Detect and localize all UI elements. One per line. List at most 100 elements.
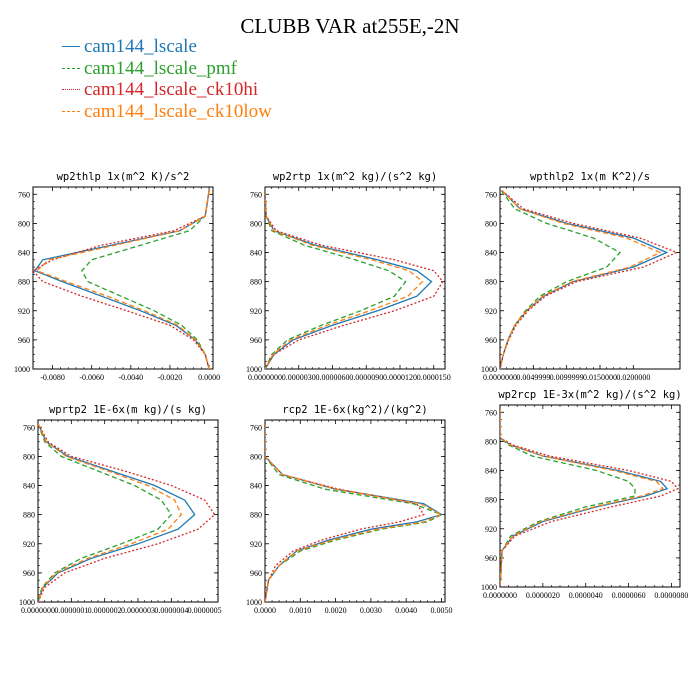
x-tick-label: 0.0000000: [483, 373, 517, 382]
x-tick-label: 0.0000060: [316, 373, 350, 382]
series-line-cam144-lscale-pmf: [265, 190, 407, 369]
series-line-cam144-lscale-pmf: [38, 423, 173, 602]
x-tick-label: 0.0150000: [583, 373, 617, 382]
x-tick-label: 0.0030: [360, 606, 382, 615]
x-tick-label: 0.0000003: [121, 606, 155, 615]
y-tick-label: 1000: [14, 365, 30, 374]
chart-panel: wp2thlp 1x(m^2 K)/s^2 760 800 840 880 920 960 1…: [14, 171, 220, 382]
y-tick-label: 800: [18, 219, 30, 228]
y-tick-label: 840: [250, 482, 262, 491]
series-line-cam144-lscale: [265, 423, 444, 602]
y-tick-label: 1000: [246, 365, 262, 374]
legend-item-cam144-lscale: cam144_lscale: [62, 36, 272, 58]
legend-swatch: [62, 46, 80, 48]
y-tick-label: 880: [250, 278, 262, 287]
chart-panel: wp2rtp 1x(m^2 kg)/(s^2 kg) 760 800 840 880 92…: [246, 171, 451, 382]
plot-frame: [499, 404, 681, 588]
x-tick-label: 0.0000020: [526, 591, 560, 600]
x-tick-label: 0.0000: [198, 373, 220, 382]
y-tick-label: 760: [250, 190, 262, 199]
x-tick-label: 0.0040: [395, 606, 417, 615]
y-tick-label: 760: [485, 190, 497, 199]
legend-item-cam144-lscale-ck10low: cam144_lscale_ck10low: [62, 101, 272, 123]
y-tick-label: 960: [485, 336, 497, 345]
series-line-cam144-lscale-ck10hi: [500, 408, 679, 587]
x-tick-label: 0.0000080: [654, 591, 688, 600]
figure-title: CLUBB VAR at255E,-2N: [240, 14, 460, 38]
y-tick-label: 960: [18, 336, 30, 345]
legend-swatch: [62, 89, 80, 91]
y-tick-label: 840: [18, 249, 30, 258]
series-line-cam144-lscale-ck10low: [35, 190, 210, 369]
series-line-cam144-lscale-ck10low: [38, 423, 183, 602]
y-tick-label: 960: [250, 336, 262, 345]
chart-panel: wprtp2 1E-6x(m kg)/(s kg) 760 800 840 880 920…: [19, 404, 222, 615]
panel-title: wp2thlp 1x(m^2 K)/s^2: [57, 171, 190, 183]
y-tick-label: 960: [250, 569, 262, 578]
x-tick-label: -0.0080: [40, 373, 65, 382]
series-line-cam144-lscale-ck10hi: [500, 190, 679, 369]
y-tick-label: 800: [23, 452, 35, 461]
y-tick-label: 920: [485, 525, 497, 534]
x-tick-label: 0.0000002: [88, 606, 122, 615]
series-line-cam144-lscale-pmf: [265, 423, 444, 602]
x-tick-label: 0.0000000: [483, 591, 517, 600]
series-line-cam144-lscale-ck10low: [500, 408, 665, 587]
x-tick-label: 0.0099999: [550, 373, 584, 382]
series-line-cam144-lscale-ck10low: [500, 190, 662, 369]
series-line-cam144-lscale-pmf: [500, 408, 636, 587]
series-line-cam144-lscale: [38, 423, 196, 602]
plot-frame: [499, 186, 681, 370]
panel-title: rcp2 1E-6x(kg^2)/(kg^2): [282, 404, 427, 416]
plot-frame: [37, 419, 219, 603]
series-line-cam144-lscale-ck10hi: [265, 190, 444, 369]
x-tick-label: 0.0000005: [188, 606, 222, 615]
y-tick-label: 920: [18, 307, 30, 316]
series-line-cam144-lscale-pmf: [500, 190, 622, 369]
y-tick-label: 960: [485, 554, 497, 563]
series-line-cam144-lscale: [265, 190, 433, 369]
plot-frame: [264, 419, 446, 603]
y-tick-label: 920: [23, 540, 35, 549]
legend-item-cam144-lscale-ck10hi: cam144_lscale_ck10hi: [62, 79, 272, 101]
y-tick-label: 1000: [481, 583, 497, 592]
y-tick-label: 880: [485, 496, 497, 505]
y-tick-label: 920: [250, 540, 262, 549]
series-line-cam144-lscale: [500, 408, 669, 587]
y-tick-label: 800: [250, 452, 262, 461]
y-tick-label: 840: [485, 467, 497, 476]
x-tick-label: 0.0000004: [154, 606, 188, 615]
legend-label: cam144_lscale_ck10hi: [84, 79, 259, 100]
y-tick-label: 960: [23, 569, 35, 578]
chart-panel: wp2rcp 1E-3x(m^2 kg)/(s^2 kg)760 800 840 88…: [481, 389, 688, 600]
x-tick-label: 0.0049999: [516, 373, 550, 382]
series-line-cam144-lscale-ck10hi: [265, 423, 425, 602]
y-tick-label: 760: [485, 408, 497, 417]
y-tick-label: 840: [23, 482, 35, 491]
y-tick-label: 840: [250, 249, 262, 258]
y-tick-label: 880: [250, 511, 262, 520]
x-tick-label: 0.0000150: [417, 373, 451, 382]
legend-item-cam144-lscale-pmf: cam144_lscale_pmf: [62, 58, 272, 80]
panel-title: wp2rcp 1E-3x(m^2 kg)/(s^2 kg): [498, 389, 681, 401]
x-tick-label: 0.0000000: [21, 606, 55, 615]
series-line-cam144-lscale-ck10low: [265, 190, 424, 369]
y-tick-label: 760: [250, 423, 262, 432]
y-tick-label: 800: [485, 437, 497, 446]
x-tick-label: 0.0000060: [612, 591, 646, 600]
plot-frame: [264, 186, 446, 370]
legend: cam144_lscale cam144_lscale_pmf cam144_l…: [62, 36, 272, 122]
y-tick-label: 880: [23, 511, 35, 520]
y-tick-label: 880: [18, 278, 30, 287]
y-tick-label: 800: [250, 219, 262, 228]
legend-swatch: [62, 67, 80, 69]
y-tick-label: 760: [18, 190, 30, 199]
y-tick-label: 1000: [481, 365, 497, 374]
series-line-cam144-lscale: [33, 190, 210, 369]
y-tick-label: 760: [23, 423, 35, 432]
panel-title: wpthlp2 1x(m K^2)/s: [530, 171, 650, 183]
y-tick-label: 800: [485, 219, 497, 228]
series-line-cam144-lscale-ck10low: [265, 423, 444, 602]
x-tick-label: 0.0000001: [54, 606, 88, 615]
